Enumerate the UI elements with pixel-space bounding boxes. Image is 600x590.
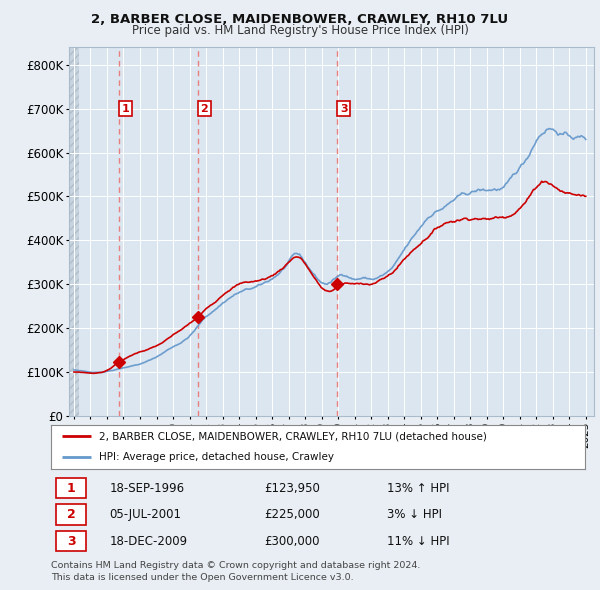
Text: 11% ↓ HPI: 11% ↓ HPI <box>388 535 450 548</box>
Text: Contains HM Land Registry data © Crown copyright and database right 2024.
This d: Contains HM Land Registry data © Crown c… <box>51 560 421 582</box>
Text: 18-DEC-2009: 18-DEC-2009 <box>110 535 188 548</box>
Text: 2, BARBER CLOSE, MAIDENBOWER, CRAWLEY, RH10 7LU: 2, BARBER CLOSE, MAIDENBOWER, CRAWLEY, R… <box>91 13 509 26</box>
Text: 1: 1 <box>67 481 76 494</box>
Text: 18-SEP-1996: 18-SEP-1996 <box>110 481 185 494</box>
Text: 1: 1 <box>121 104 129 114</box>
Text: 05-JUL-2001: 05-JUL-2001 <box>110 508 182 521</box>
Text: HPI: Average price, detached house, Crawley: HPI: Average price, detached house, Craw… <box>99 452 334 461</box>
Text: 2: 2 <box>67 508 76 521</box>
Text: 3: 3 <box>340 104 347 114</box>
FancyBboxPatch shape <box>56 504 86 525</box>
Text: 2, BARBER CLOSE, MAIDENBOWER, CRAWLEY, RH10 7LU (detached house): 2, BARBER CLOSE, MAIDENBOWER, CRAWLEY, R… <box>99 431 487 441</box>
Text: 2: 2 <box>200 104 208 114</box>
Text: £300,000: £300,000 <box>265 535 320 548</box>
Text: £225,000: £225,000 <box>265 508 320 521</box>
FancyBboxPatch shape <box>56 531 86 551</box>
Text: 3% ↓ HPI: 3% ↓ HPI <box>388 508 442 521</box>
Text: £123,950: £123,950 <box>265 481 320 494</box>
FancyBboxPatch shape <box>56 478 86 499</box>
Text: 3: 3 <box>67 535 76 548</box>
Text: 13% ↑ HPI: 13% ↑ HPI <box>388 481 450 494</box>
Text: Price paid vs. HM Land Registry's House Price Index (HPI): Price paid vs. HM Land Registry's House … <box>131 24 469 37</box>
